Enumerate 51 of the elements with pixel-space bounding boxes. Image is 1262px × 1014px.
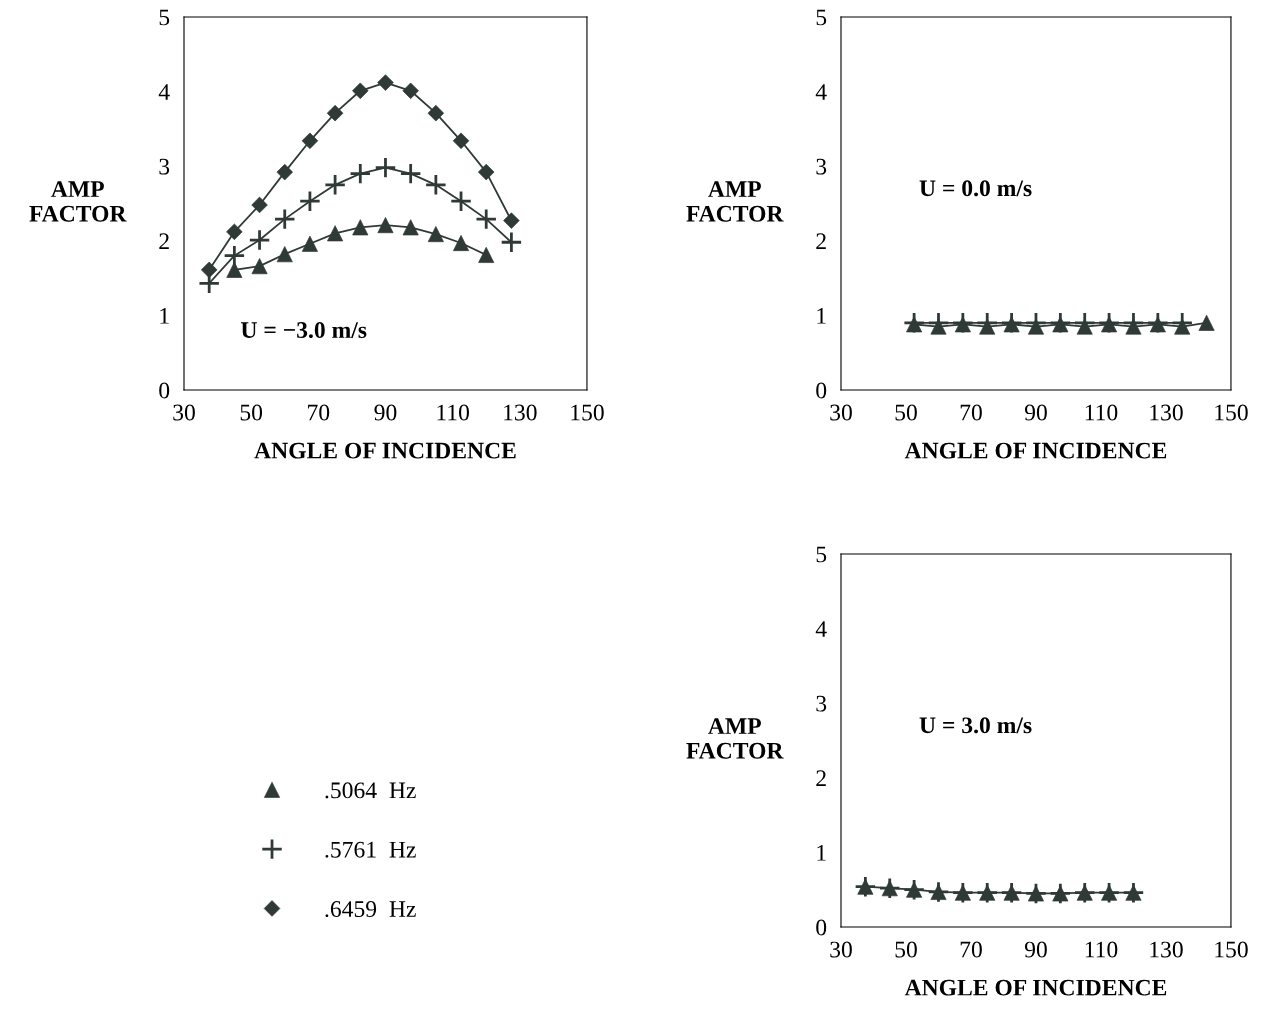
x-tick-label: 50 <box>895 404 917 421</box>
legend-label: .5064 Hz <box>325 782 416 799</box>
y-tick-label: 5 <box>816 546 827 563</box>
x-tick-label: 130 <box>1150 404 1183 421</box>
y-tick-label: 2 <box>816 770 826 786</box>
y-tick-label: 5 <box>159 9 170 26</box>
x-tick-label: 130 <box>504 404 537 421</box>
y-tick-label: 1 <box>817 844 826 861</box>
x-tick-label: 110 <box>1085 941 1118 958</box>
x-tick-label: 150 <box>571 404 604 421</box>
x-tick-label: 30 <box>830 941 852 958</box>
y-tick-label: 5 <box>816 9 827 26</box>
y-tick-label: 2 <box>159 233 169 249</box>
y-tick-label: 4 <box>815 621 827 637</box>
x-axis-title: ANGLE OF INCIDENCE <box>904 442 1167 459</box>
y-tick-label: 1 <box>160 307 169 324</box>
y-tick-label: 2 <box>816 233 826 249</box>
x-tick-label: 70 <box>960 404 982 421</box>
x-tick-label: 70 <box>960 941 982 958</box>
x-tick-label: 110 <box>1085 404 1118 421</box>
y-axis-title: AMP FACTOR <box>29 181 127 222</box>
y-axis-title: AMP FACTOR <box>686 718 784 759</box>
y-tick-label: 3 <box>816 158 827 175</box>
y-tick-label: 4 <box>815 84 827 100</box>
y-tick-label: 0 <box>159 382 170 399</box>
x-tick-label: 150 <box>1215 941 1248 958</box>
x-tick-label: 50 <box>895 941 917 958</box>
annotation: U = 3.0 m/s <box>919 717 1032 734</box>
x-tick-label: 30 <box>173 404 195 421</box>
y-tick-label: 1 <box>817 307 826 324</box>
x-tick-label: 90 <box>1024 404 1047 421</box>
legend-label: .5761 Hz <box>325 841 416 858</box>
y-axis-title: AMP FACTOR <box>686 181 784 222</box>
x-tick-label: 90 <box>1024 941 1047 958</box>
x-tick-label: 30 <box>830 404 852 421</box>
x-tick-label: 110 <box>437 404 469 421</box>
x-tick-label: 130 <box>1150 941 1183 958</box>
x-tick-label: 70 <box>308 404 330 421</box>
y-tick-label: 0 <box>816 919 827 936</box>
x-tick-label: 90 <box>374 404 397 421</box>
y-tick-label: 0 <box>816 382 827 399</box>
x-axis-title: ANGLE OF INCIDENCE <box>254 442 516 459</box>
x-tick-label: 150 <box>1215 404 1248 421</box>
x-tick-label: 50 <box>240 404 263 421</box>
annotation: U = 0.0 m/s <box>919 180 1032 197</box>
annotation: U = −3.0 m/s <box>241 322 367 339</box>
y-tick-label: 4 <box>158 84 170 100</box>
x-axis-title: ANGLE OF INCIDENCE <box>904 979 1167 996</box>
y-tick-label: 3 <box>816 695 827 712</box>
legend-label: .6459 Hz <box>325 901 416 918</box>
y-tick-label: 3 <box>159 158 170 175</box>
